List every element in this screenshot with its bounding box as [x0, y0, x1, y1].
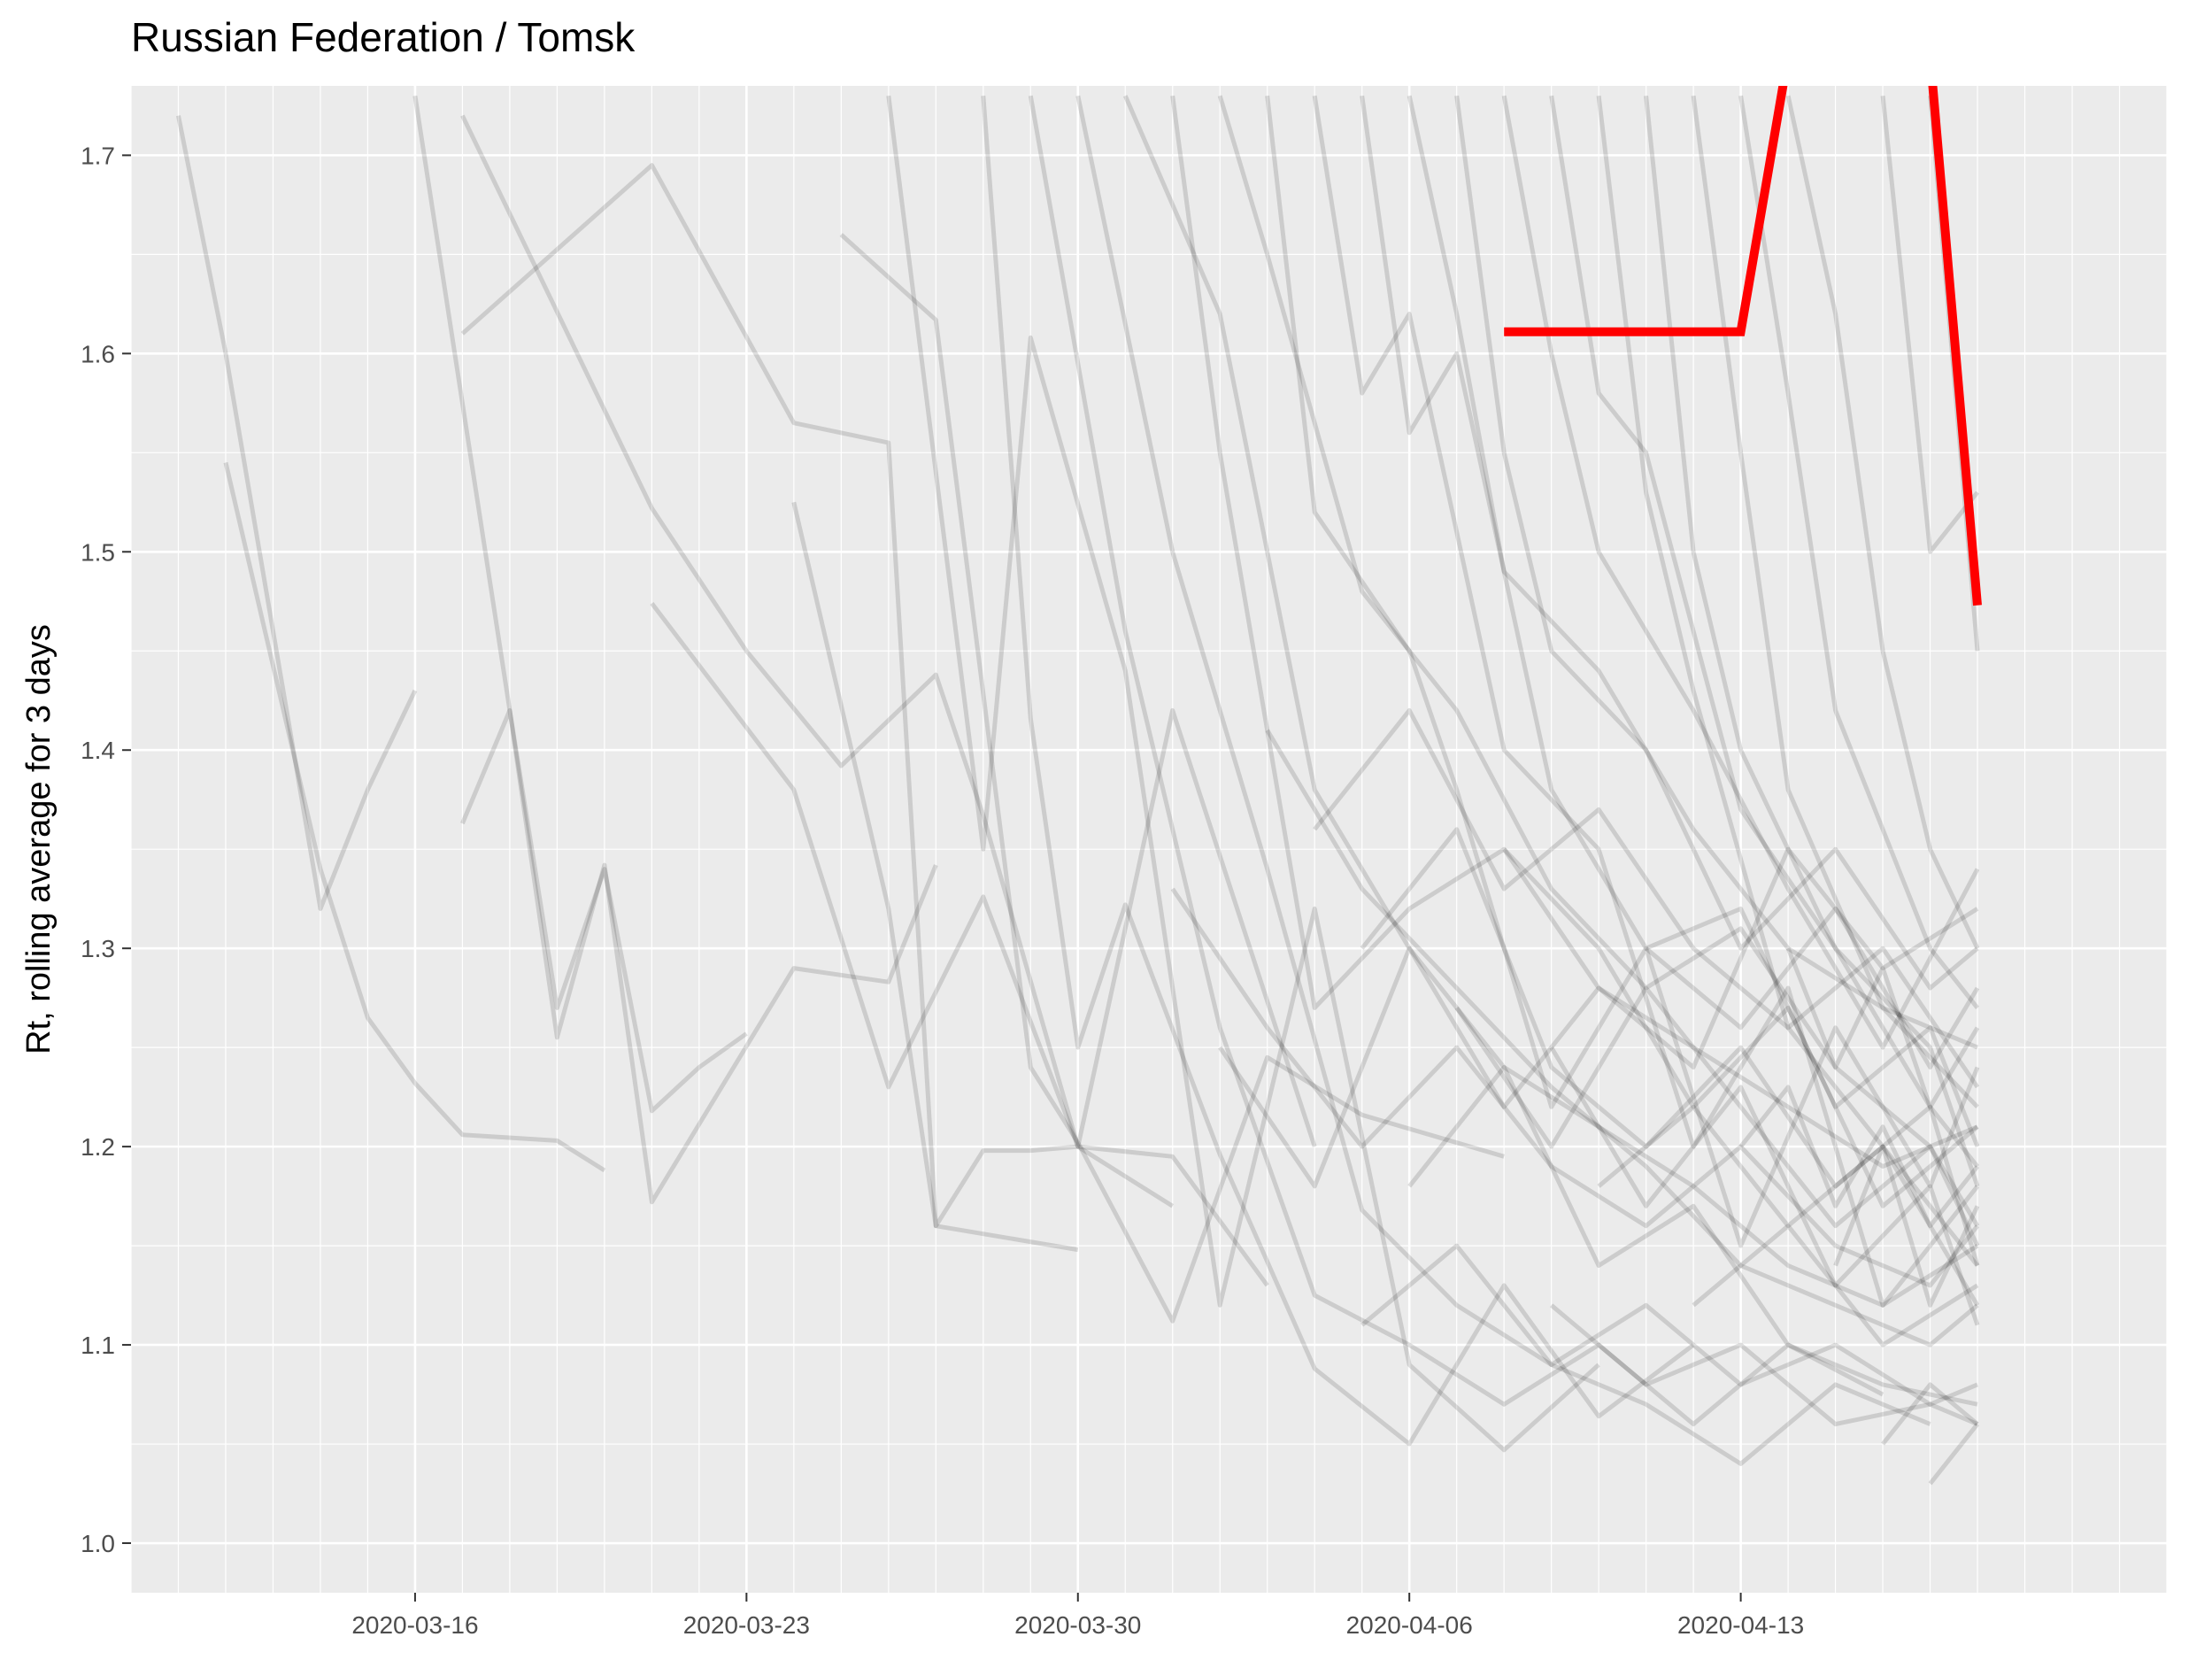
region-series-line	[981, 96, 1695, 1447]
y-tick-label: 1.6	[81, 340, 115, 367]
region-series-line	[412, 95, 938, 1205]
grid-major	[131, 86, 2167, 1593]
region-series-line	[1644, 906, 1980, 1069]
x-tick-label: 2020-03-16	[351, 1611, 478, 1639]
region-series-line	[1549, 1046, 1980, 1326]
region-series-line	[1596, 95, 1980, 1307]
x-tick-label: 2020-03-23	[683, 1611, 810, 1639]
region-series-line	[1549, 95, 1980, 1267]
y-tick-label: 1.7	[81, 142, 115, 169]
region-series-line	[1550, 1303, 1978, 1427]
region-series-line	[1880, 95, 1979, 554]
region-series-line	[1313, 707, 1980, 1089]
region-series-line	[1454, 95, 1979, 991]
region-series-line	[1360, 95, 1980, 1148]
region-series-line	[1075, 95, 1931, 1466]
region-series-line	[1502, 847, 1979, 1208]
x-axis: 2020-03-16 2020-03-23 2020-03-30 2020-04-06…	[351, 1593, 1804, 1639]
region-series-line	[1218, 846, 1979, 1189]
region-series-line	[791, 501, 1317, 1229]
region-series-line	[1170, 95, 1978, 1169]
y-tick-label: 1.5	[81, 538, 115, 566]
region-series-line	[1360, 827, 1979, 1189]
region-series-line	[1501, 95, 1980, 1050]
y-tick-label: 1.2	[81, 1133, 115, 1161]
region-series-line	[1360, 1243, 1978, 1407]
plot-panel	[131, 86, 2167, 1593]
region-series-line	[176, 115, 418, 911]
region-series-line	[1407, 95, 1978, 1050]
region-series-line	[839, 233, 1505, 1324]
highlight-layer	[1504, 86, 1982, 606]
region-series-line	[1692, 1224, 1979, 1347]
region-series-line	[1644, 95, 1980, 1187]
region-series-line	[886, 95, 1600, 1453]
series-layer	[176, 95, 1980, 1486]
region-series-line	[1738, 95, 1979, 1009]
region-series-line	[1123, 95, 1979, 1308]
region-series-line	[1833, 1144, 1980, 1308]
region-series-line	[1881, 1382, 1979, 1446]
tomsk-series-line	[1504, 86, 1982, 606]
y-axis: 1.0 1.1 1.2 1.3 1.4 1.5 1.6 1.7	[81, 142, 131, 1557]
y-axis-label: Rt, rolling average for 3 days	[20, 624, 58, 1054]
x-tick-label: 2020-04-13	[1677, 1611, 1804, 1639]
region-series-line	[1217, 95, 1980, 1227]
region-series-line	[460, 163, 1079, 1253]
region-series-line	[1597, 1104, 1979, 1268]
y-tick-label: 1.1	[81, 1332, 115, 1359]
region-series-line	[1028, 95, 1884, 1427]
region-series-line	[1785, 947, 1980, 1109]
region-series-line	[1928, 1423, 1979, 1486]
region-series-line	[460, 707, 748, 1114]
x-tick-label: 2020-03-30	[1014, 1611, 1141, 1639]
region-series-line	[1265, 729, 1979, 1347]
y-tick-label: 1.0	[81, 1530, 115, 1557]
region-series-line	[1265, 95, 1980, 1248]
region-series-line	[1170, 887, 1979, 1288]
region-series-line	[1407, 1065, 1978, 1407]
y-tick-label: 1.4	[81, 737, 115, 764]
region-series-line	[1454, 985, 1980, 1247]
region-series-line	[1312, 95, 1979, 1308]
region-series-line	[460, 114, 1175, 1208]
region-series-line	[223, 461, 606, 1173]
y-tick-label: 1.3	[81, 935, 115, 962]
region-series-line	[650, 601, 1269, 1287]
chart-title: Russian Federation / Tomsk	[131, 14, 636, 60]
region-series-line	[1785, 95, 1980, 950]
region-series-line	[1738, 1085, 1979, 1229]
x-tick-label: 2020-04-06	[1346, 1611, 1473, 1639]
